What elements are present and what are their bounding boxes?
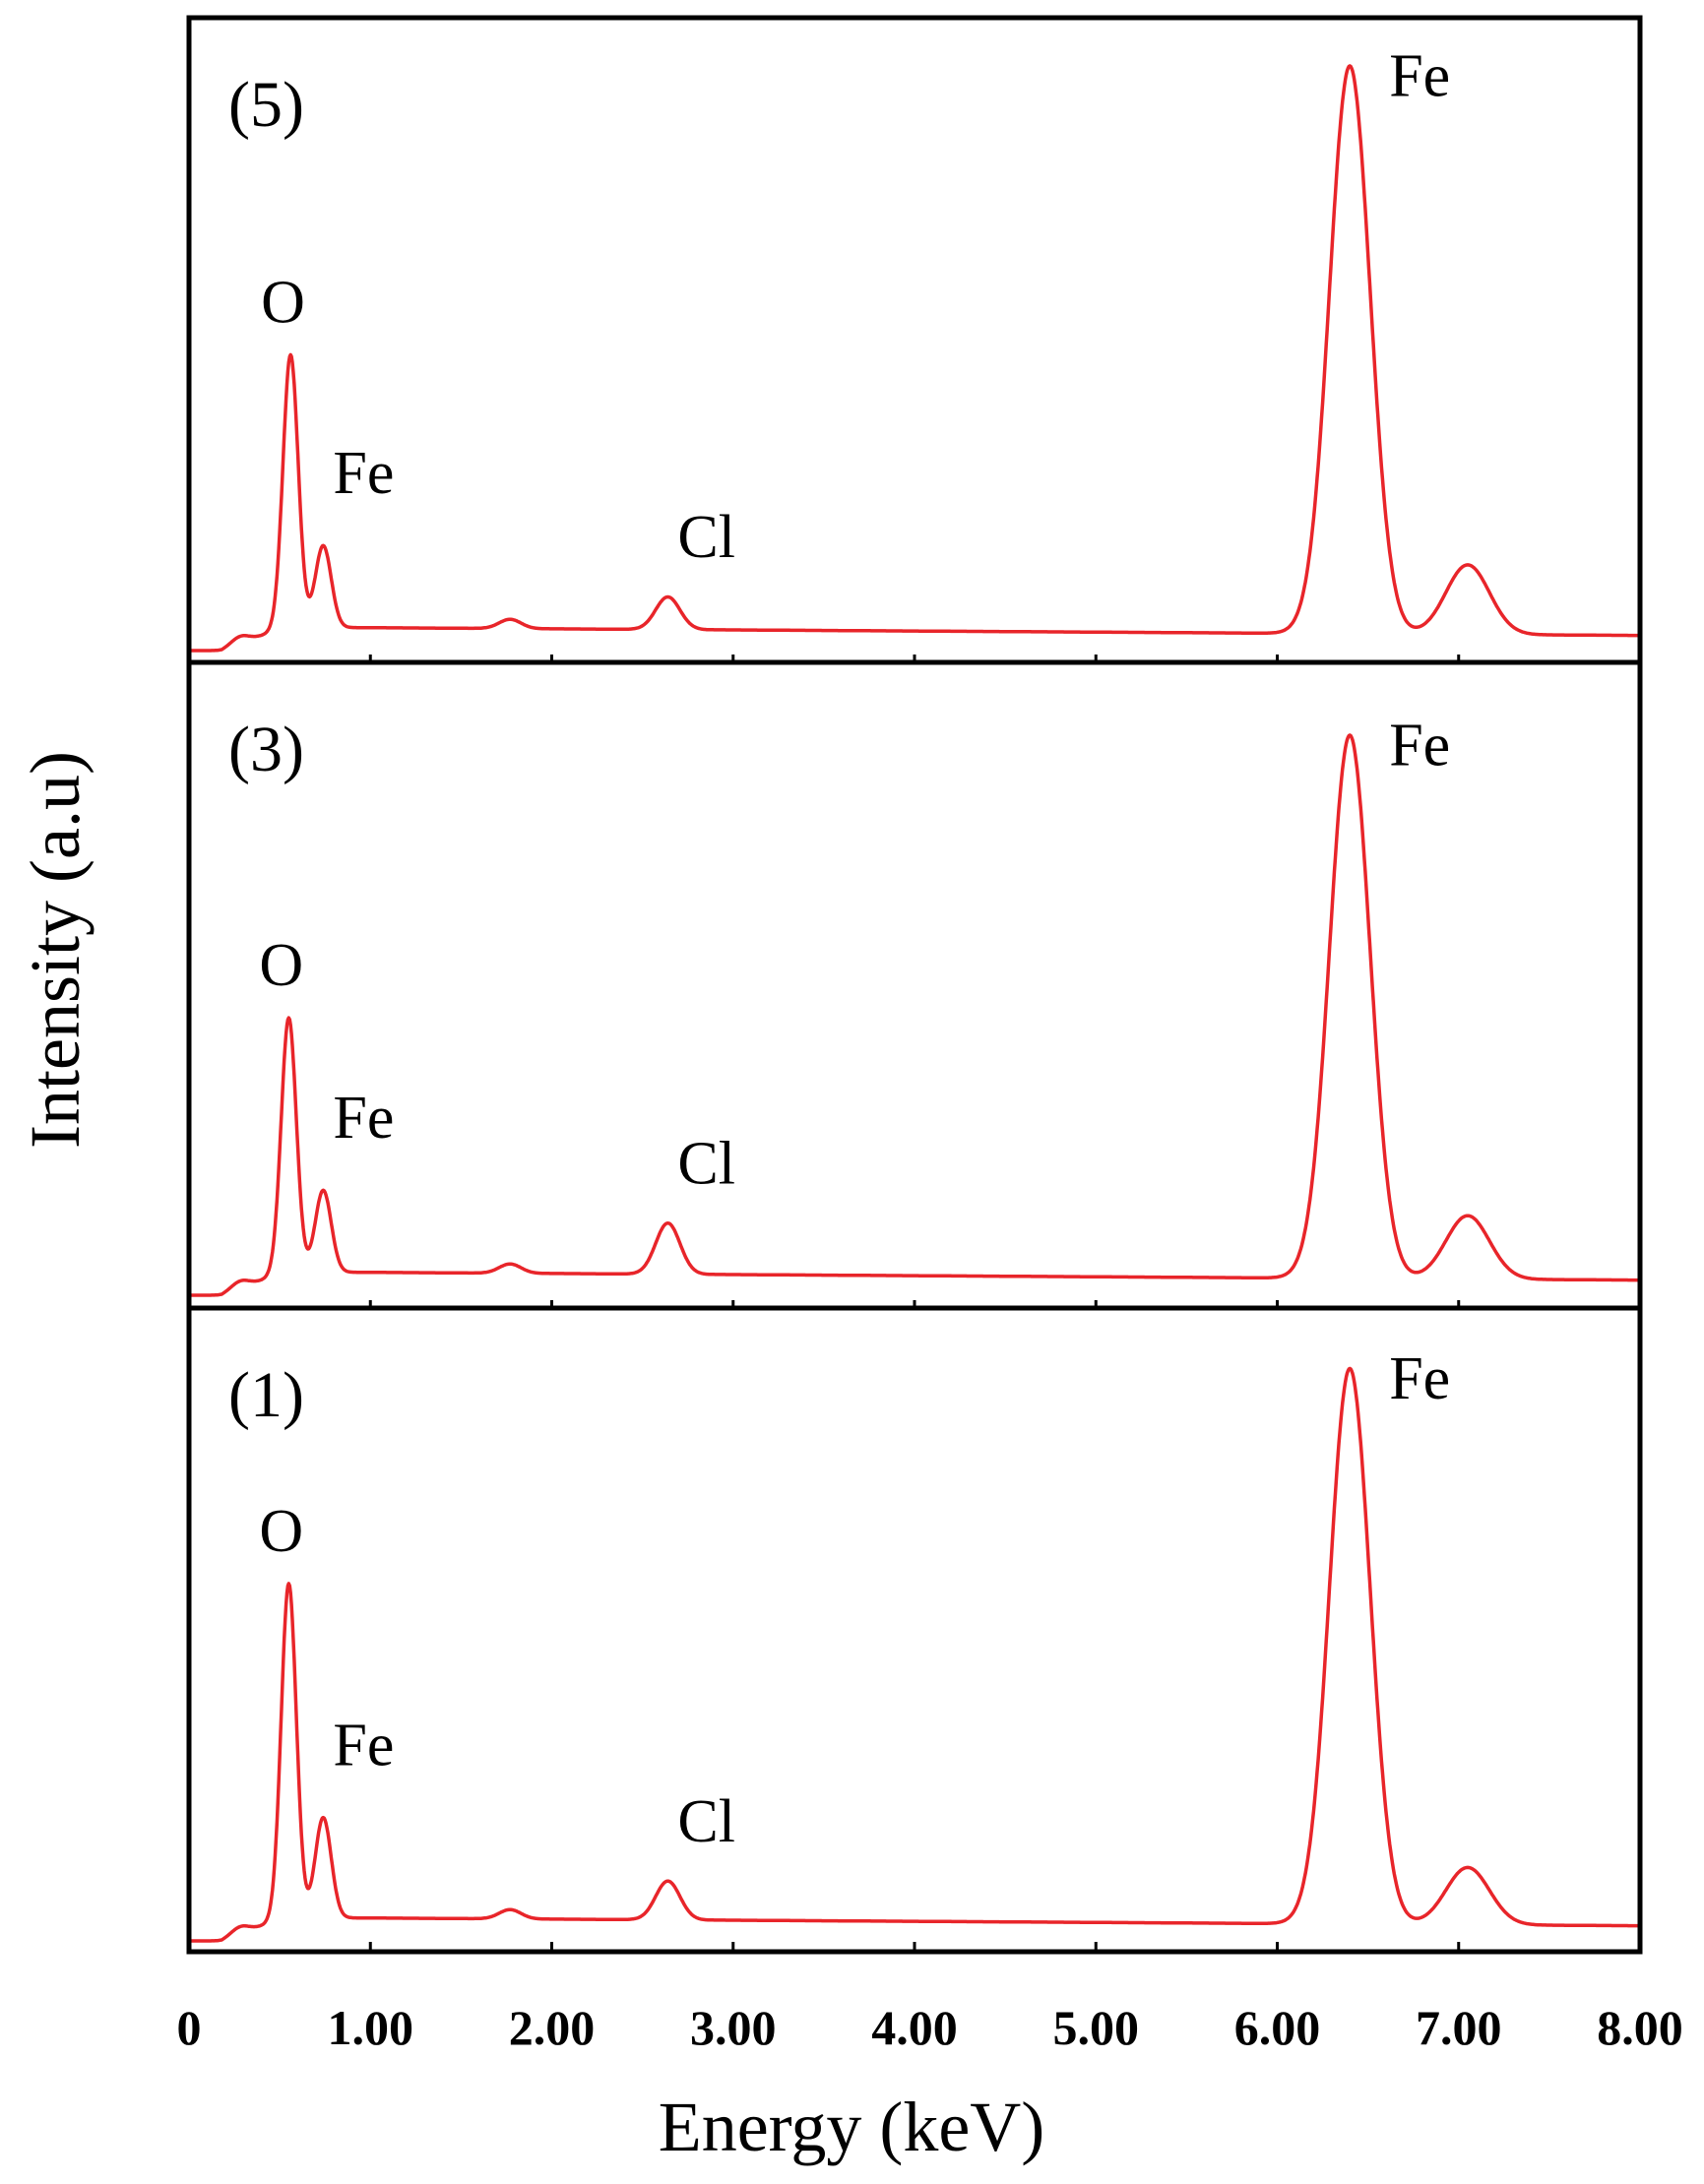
peak-label: Fe [333,440,394,507]
spectrum-line [188,1366,1641,1943]
x-tick-label: 1.00 [328,2000,414,2055]
peak-label: Fe [1389,1345,1450,1412]
x-tick-label: 3.00 [690,2000,777,2055]
x-tick-label: 5.00 [1053,2000,1140,2055]
x-tick-label: 4.00 [871,2000,958,2055]
spectrum-line [188,733,1641,1297]
peak-label: O [261,269,305,336]
x-tick-label: 7.00 [1416,2000,1502,2055]
peak-label: Cl [677,1130,735,1197]
x-tick-label: 2.00 [509,2000,596,2055]
peak-label: Fe [1389,42,1450,109]
x-tick-label: 0 [177,2000,202,2055]
spectrum-panel: (5) O Fe Cl Fe [188,42,1641,653]
spectrum-panel: (3) O Fe Cl Fe [188,712,1641,1297]
peak-label: O [259,1498,303,1565]
x-tick-label: 8.00 [1597,2000,1683,2055]
spectrum-line [188,64,1641,653]
x-axis-title: Energy (keV) [659,2088,1045,2166]
spectrum-panel: (1) O Fe Cl Fe [188,1345,1641,1943]
panel-label: (5) [228,69,304,141]
x-axis: 0 1.00 2.00 3.00 4.00 5.00 6.00 7.00 8.00 [177,655,1683,2055]
peak-label: Fe [333,1712,394,1778]
plot-frame [186,15,1643,1955]
peak-label: Fe [333,1085,394,1152]
chart-frame [186,15,1643,1955]
peak-label: Cl [677,504,735,571]
panel-label: (3) [228,714,304,785]
spectrum-panels: (5) O Fe Cl Fe (3) O Fe Cl Fe (1) O Fe Cl Fe [188,42,1641,1943]
peak-label: Cl [677,1788,735,1855]
peak-label: Fe [1389,712,1450,779]
x-tick-label: 6.00 [1234,2000,1321,2055]
peak-label: O [259,932,303,999]
y-axis-title: Intensity (a.u) [16,751,95,1149]
panel-label: (1) [228,1359,304,1431]
